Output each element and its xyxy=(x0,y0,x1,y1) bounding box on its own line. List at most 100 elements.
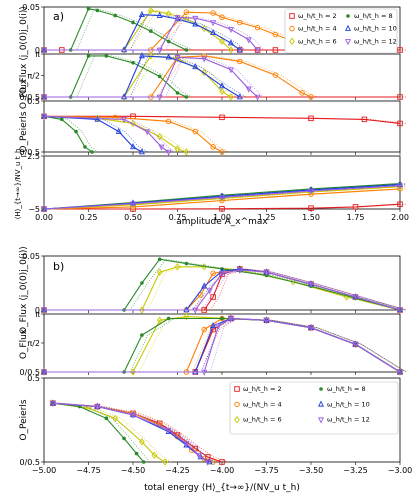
series-dotted-line xyxy=(50,16,264,51)
data-point xyxy=(113,13,117,18)
data-point xyxy=(220,316,224,321)
data-point xyxy=(166,316,171,321)
data-point xyxy=(156,47,163,54)
data-point xyxy=(227,316,234,323)
y-tick-label: 0/0.5 xyxy=(19,368,40,377)
x-tick-label: −3.50 xyxy=(299,466,324,475)
axes-frame xyxy=(43,255,401,311)
series-line xyxy=(44,115,401,124)
data-point xyxy=(228,93,234,101)
data-point xyxy=(201,369,208,376)
legend-box xyxy=(229,381,399,435)
x-tick-label: 0.25 xyxy=(80,213,98,222)
data-point xyxy=(210,10,216,16)
x-tick-label: −5.00 xyxy=(32,466,57,475)
x-tick-label: −3.25 xyxy=(343,466,368,475)
panel-b-label: b) xyxy=(53,260,64,273)
series-line xyxy=(52,402,166,463)
legend-marker xyxy=(234,386,240,392)
series-dotted-line xyxy=(58,402,220,463)
data-point xyxy=(94,404,101,411)
data-point xyxy=(210,20,217,27)
data-point xyxy=(272,72,279,78)
data-point xyxy=(218,82,226,89)
data-point xyxy=(131,60,135,65)
legend-panel-b: ω_h/t_h = 2 ω_h/t_h = 4 ω_h/t_h = 6 ω_h/t_h… xyxy=(229,381,399,435)
x-tick-label: −3.75 xyxy=(254,466,279,475)
data-point xyxy=(49,400,56,408)
data-point xyxy=(165,427,172,434)
data-point xyxy=(192,128,199,135)
legend-marker xyxy=(289,25,295,32)
data-point xyxy=(201,326,207,333)
series-line xyxy=(52,402,209,463)
series-line xyxy=(43,185,401,210)
data-point xyxy=(156,316,163,324)
legend-label: ω_h/t_h = 12 xyxy=(327,416,370,424)
series-line xyxy=(52,402,145,463)
data-point xyxy=(86,6,91,11)
axes-frame xyxy=(43,53,401,98)
data-point xyxy=(138,10,145,17)
x-tick-label: −4.25 xyxy=(165,466,190,475)
data-point xyxy=(157,74,162,79)
data-point xyxy=(138,52,145,59)
data-point xyxy=(147,6,154,15)
data-point xyxy=(149,29,153,33)
series-line xyxy=(43,115,169,153)
data-point xyxy=(115,127,122,134)
legend-label: ω_h/t_h = 2 xyxy=(243,385,282,393)
legend-marker xyxy=(289,13,295,19)
legend-label: ω_h/t_h = 10 xyxy=(354,25,397,33)
data-point xyxy=(352,204,359,210)
data-point xyxy=(219,87,225,96)
data-point xyxy=(40,307,48,314)
series-dotted-line xyxy=(50,268,407,311)
series-line xyxy=(44,269,401,311)
data-point xyxy=(40,47,48,54)
data-point xyxy=(121,93,127,101)
data-point xyxy=(151,451,158,459)
y-tick-label: 0 xyxy=(35,306,40,315)
data-point xyxy=(175,91,180,95)
data-point xyxy=(165,149,172,156)
data-point xyxy=(134,451,139,456)
series-dotted-line xyxy=(50,55,193,98)
data-point xyxy=(130,119,136,128)
data-point xyxy=(83,145,87,149)
data-point xyxy=(263,269,270,277)
x-tick-label: 1.75 xyxy=(347,213,365,222)
data-point xyxy=(227,27,234,34)
series-dotted-line xyxy=(50,268,407,311)
data-point xyxy=(219,14,225,21)
legend-marker xyxy=(319,387,323,391)
x-tick-label: 1.00 xyxy=(213,213,231,222)
a3-ylabel: O_Peierls xyxy=(19,111,29,152)
legend-label: ω_h/t_h = 10 xyxy=(327,400,370,408)
panel-a2: 0/0.5 π/2 π xyxy=(19,50,406,102)
data-point xyxy=(299,90,305,96)
data-point xyxy=(140,281,144,285)
data-point xyxy=(228,46,234,54)
series-line xyxy=(43,115,223,153)
legend-marker xyxy=(317,400,325,407)
data-point xyxy=(227,67,234,74)
data-point xyxy=(139,438,145,446)
y-tick-label: 0.5 xyxy=(27,374,40,383)
data-point xyxy=(192,63,199,70)
series-line xyxy=(44,203,401,210)
series-dotted-line xyxy=(49,115,99,153)
y-tick-label: π/2 xyxy=(27,72,40,81)
data-point xyxy=(254,24,261,31)
series-line xyxy=(44,258,401,311)
data-point xyxy=(307,281,315,288)
data-point xyxy=(104,54,109,58)
data-point xyxy=(192,15,199,22)
data-point xyxy=(237,58,243,65)
y-tick-label: 0.05 xyxy=(22,252,40,261)
x-tick-label: 0.00 xyxy=(35,213,53,222)
data-point xyxy=(183,148,190,156)
data-point xyxy=(307,188,315,195)
y-tick-label: 0/0.5 xyxy=(19,93,40,102)
y-tick-label: π xyxy=(35,50,40,59)
